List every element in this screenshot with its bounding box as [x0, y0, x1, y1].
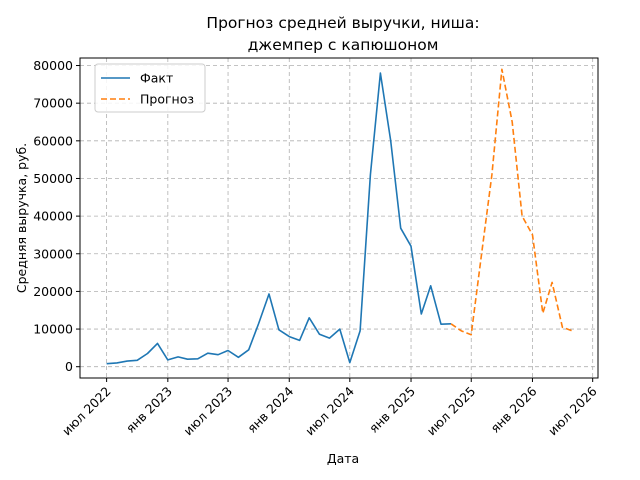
y-tick-label: 40000 [33, 209, 73, 224]
x-tick-label: янв 2025 [366, 384, 418, 436]
y-axis-label: Средняя выручка, руб. [14, 143, 29, 293]
y-tick-label: 30000 [33, 246, 73, 261]
series-line-0 [106, 72, 452, 365]
y-tick-label: 0 [65, 359, 73, 374]
axis-ticks: июл 2022 янв 2023 июл 2023 янв 2024 июл 2024… [33, 58, 600, 438]
x-tick-label: янв 2026 [487, 383, 539, 435]
y-tick-label: 70000 [33, 96, 73, 111]
chart-title-line-2: джемпер с капюшоном [248, 36, 439, 54]
x-tick-label: июл 2025 [424, 384, 479, 439]
legend-box [94, 63, 206, 113]
x-tick-label: июл 2022 [59, 384, 114, 439]
x-axis-label: Дата [327, 451, 359, 466]
chart-title: Прогноз средней выручки, ниша: джемпер с… [206, 14, 479, 54]
legend-label-1: Прогноз [140, 92, 194, 107]
y-tick-label: 60000 [33, 133, 73, 148]
y-tick-label: 20000 [33, 284, 73, 299]
legend: Факт Прогноз [94, 63, 206, 113]
x-tick-label: июл 2026 [545, 383, 600, 438]
series-line-1 [450, 68, 573, 336]
y-tick-label: 80000 [33, 58, 73, 73]
x-tick-label: янв 2023 [123, 384, 175, 436]
chart-title-line-1: Прогноз средней выручки, ниша: [206, 14, 479, 32]
x-tick-label: янв 2024 [244, 383, 296, 435]
x-tick-label: июл 2023 [180, 384, 235, 439]
plot-frame [79, 57, 599, 379]
y-tick-label: 50000 [33, 171, 73, 186]
x-tick-label: июл 2024 [302, 383, 357, 438]
y-tick-label: 10000 [33, 322, 73, 337]
series [106, 68, 573, 365]
legend-label-0: Факт [140, 71, 173, 86]
